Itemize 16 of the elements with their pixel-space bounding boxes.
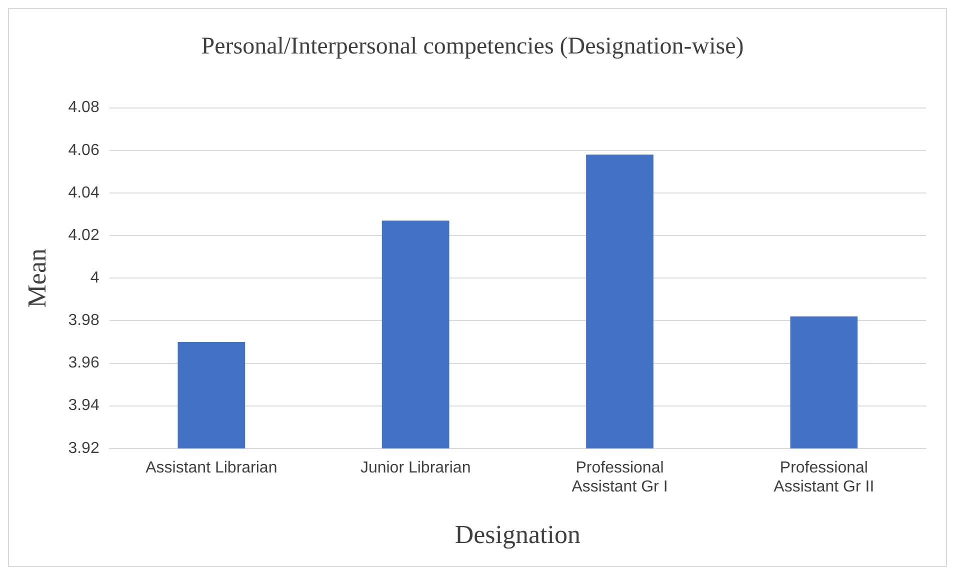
y-tick-label: 3.96 xyxy=(68,354,100,372)
y-tick-label: 4.06 xyxy=(68,142,100,159)
y-tick-label: 3.94 xyxy=(68,397,100,414)
y-tick-label: 4.04 xyxy=(68,184,100,202)
x-tick-label: Assistant Librarian xyxy=(146,459,278,476)
x-tick-label: Junior Librarian xyxy=(360,459,471,476)
y-tick-label: 4.08 xyxy=(68,99,100,116)
y-tick-label: 3.92 xyxy=(68,440,100,457)
x-tick-label: Professional Assistant Gr II xyxy=(774,459,874,496)
y-tick-label: 4 xyxy=(90,270,100,287)
y-axis-title: Mean xyxy=(22,248,52,308)
chart-title: Personal/Interpersonal competencies (Designation-wise) xyxy=(201,34,744,60)
y-tick-label: 4.02 xyxy=(68,226,100,244)
y-tick-label: 3.98 xyxy=(68,312,100,330)
x-axis-title: Designation xyxy=(454,520,580,550)
x-tick-label: Professional Assistant Gr I xyxy=(572,459,668,496)
